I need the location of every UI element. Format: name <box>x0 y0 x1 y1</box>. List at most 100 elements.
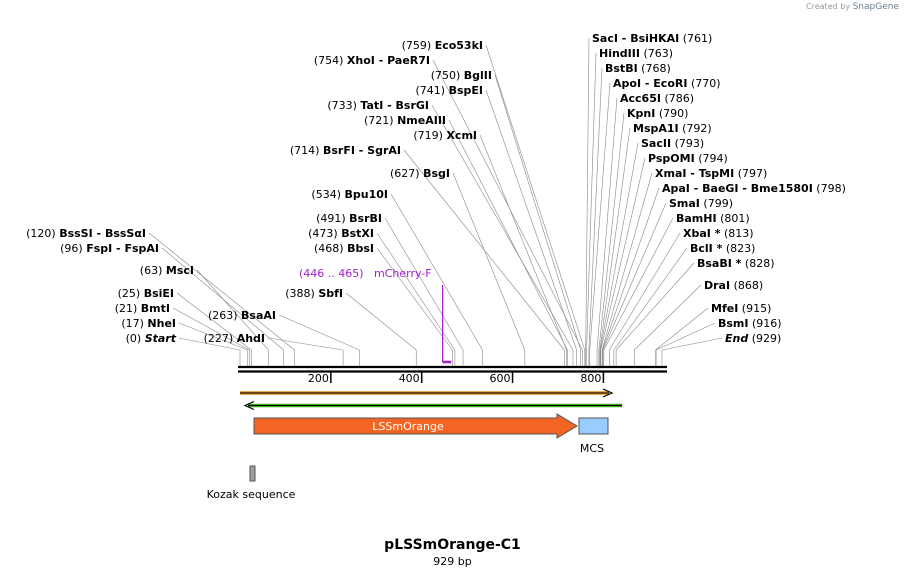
site-connector <box>432 59 583 351</box>
site-connector <box>148 232 295 351</box>
site-position: (627) <box>390 167 420 180</box>
site-position: (929) <box>752 332 782 345</box>
site-name: BmtI <box>141 302 170 315</box>
site-position: (0) <box>126 332 142 345</box>
site-bamhi: BamHI (801) <box>676 212 750 225</box>
primer-range: (446 .. 465) <box>299 267 364 280</box>
site-label: (473) BstXI <box>308 227 374 240</box>
site-label: MfeI (915) <box>711 302 771 315</box>
primer-mcherry-f: (446 .. 465) mCherry-F <box>299 267 452 364</box>
site-xbai: XbaI * (813) <box>683 227 754 240</box>
site-connector <box>585 37 590 351</box>
site-position: (721) <box>364 114 394 127</box>
site-connector <box>661 337 723 351</box>
orf-forward <box>240 388 614 398</box>
site-label: Acc65I (786) <box>620 92 694 105</box>
site-connector <box>615 262 695 351</box>
site-position: (793) <box>675 137 705 150</box>
site-name: SacI <box>592 32 618 45</box>
site-connector <box>196 269 269 351</box>
site-connector <box>178 337 241 351</box>
site-connector <box>345 292 417 351</box>
site-position: (813) <box>724 227 754 240</box>
site-name-2: EcoRI <box>653 77 687 90</box>
site-position: (792) <box>682 122 712 135</box>
site-bsssi: (120) BssSI - BssSαI <box>26 227 146 240</box>
site-label: BsmI (916) <box>718 317 782 330</box>
site-tati: (733) TatI - BsrGI <box>327 99 429 112</box>
site-position: (754) <box>314 54 344 67</box>
site-name-2: BaeGI <box>702 182 738 195</box>
site-position: (786) <box>664 92 694 105</box>
site-connector <box>178 322 248 351</box>
feature-mcs: MCS <box>578 417 609 455</box>
site-fspi: (96) FspI - FspAI <box>60 242 159 255</box>
site-name: BssSI <box>59 227 93 240</box>
site-smai: SmaI (799) <box>669 197 733 210</box>
site-position: (719) <box>413 129 443 142</box>
site-bbsi: (468) BbsI <box>314 242 374 255</box>
site-position: (17) <box>121 317 144 330</box>
site-name: KpnI <box>627 107 655 120</box>
site-position: (770) <box>691 77 721 90</box>
site-name: BamHI <box>676 212 717 225</box>
site-bcli: BclI * (823) <box>690 242 755 255</box>
site-label: ApaI - BaeGI - Bme1580I (798) <box>662 182 846 195</box>
site-name: BsaBI * <box>697 257 742 270</box>
site-name: BstXI <box>341 227 374 240</box>
site-sbfi: (388) SbfI <box>285 287 343 300</box>
site-label: BclI * (823) <box>690 242 755 255</box>
site-label: (388) SbfI <box>285 287 343 300</box>
site-label: End (929) <box>725 332 781 345</box>
site-acc65i: Acc65I (786) <box>620 92 694 105</box>
site-connector <box>613 247 688 351</box>
feature-kozak-box <box>249 465 256 482</box>
site-name: BsgI <box>423 167 450 180</box>
site-label: (120) BssSI - BssSαI <box>26 227 146 240</box>
site-connector <box>384 217 464 351</box>
site-position: (798) <box>816 182 846 195</box>
site-label: (227) AhdI <box>204 332 265 345</box>
site-xhoi: (754) XhoI - PaeR7I <box>314 54 430 67</box>
site-name: Eco53kI <box>435 39 483 52</box>
credit-brand: SnapGene <box>852 2 899 12</box>
site-name-2: SgrAI <box>367 144 401 157</box>
site-bsgi: (627) BsgI <box>390 167 450 180</box>
site-name: SmaI <box>669 197 700 210</box>
site-connector <box>278 314 360 351</box>
site-name: SbfI <box>318 287 343 300</box>
site-position: (763) <box>643 47 673 60</box>
site-xmai: XmaI - TspMI (797) <box>655 167 767 180</box>
site-name: DraI <box>704 279 730 292</box>
site-position: (799) <box>703 197 733 210</box>
feature-lssmorange-arrow <box>253 413 578 439</box>
site-connector <box>376 247 453 351</box>
site-kpni: KpnI (790) <box>627 107 688 120</box>
site-connector <box>601 172 653 351</box>
site-bmti: (21) BmtI <box>115 302 170 315</box>
orf-forward-arrowhead <box>602 388 614 398</box>
site-bsrbi: (491) BsrBI <box>316 212 382 225</box>
site-label: KpnI (790) <box>627 107 688 120</box>
site-label: HindIII (763) <box>599 47 673 60</box>
site-nmeaiii: (721) NmeAIII <box>364 114 446 127</box>
site-label: (468) BbsI <box>314 242 374 255</box>
site-connector <box>589 82 611 351</box>
site-ahdi: (227) AhdI <box>204 332 265 345</box>
site-name: BglII <box>464 69 492 82</box>
site-position: (868) <box>734 279 764 292</box>
site-position: (63) <box>140 264 163 277</box>
site-label: ApoI - EcoRI (770) <box>613 77 721 90</box>
site-position: (768) <box>641 62 671 75</box>
site-label: (263) BsaAI <box>208 309 276 322</box>
site-bpu10i: (534) Bpu10I <box>311 188 388 201</box>
site-bstbi: BstBI (768) <box>605 62 671 75</box>
site-msci: (63) MscI <box>140 264 194 277</box>
site-bglii: (750) BglII <box>431 69 492 82</box>
site-name: MscI <box>166 264 194 277</box>
site-connector <box>655 322 716 351</box>
site-connector <box>598 112 625 351</box>
site-name-2: BssSαI <box>105 227 146 240</box>
site-name-2: FspAI <box>124 242 159 255</box>
feature-mcs-label: MCS <box>580 442 604 455</box>
